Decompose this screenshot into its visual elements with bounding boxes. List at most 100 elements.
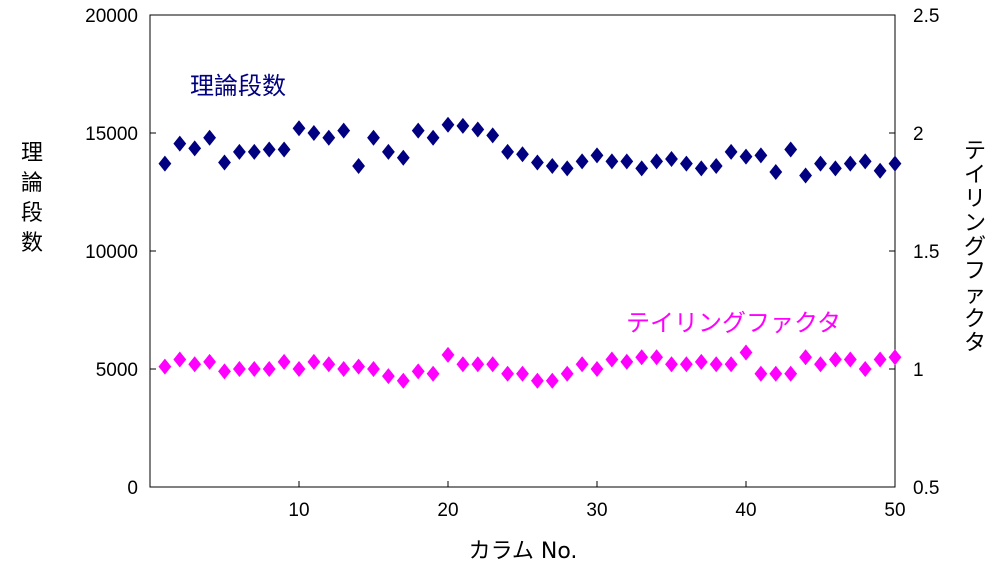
tailing-factor-point [858, 361, 872, 377]
tailing-factor-point [620, 353, 634, 370]
tailing-factor-point [337, 361, 351, 377]
theoretical-plates-point [158, 155, 172, 172]
x-tick-label: 20 [437, 500, 458, 521]
theoretical-plates-point [262, 141, 276, 158]
y-axis-left-title-char: 段 [21, 201, 43, 226]
theoretical-plates-point [411, 122, 425, 139]
tailing-factor-point [769, 365, 783, 382]
tailing-factor-point [441, 346, 455, 363]
tailing-factor-point [456, 356, 470, 373]
theoretical-plates-point [501, 143, 514, 160]
tailing-factor-point [233, 361, 246, 377]
y-axis-left-title-char: 論 [21, 171, 43, 196]
theoretical-plates-point [680, 155, 693, 172]
tailing-factor-point [799, 349, 812, 366]
tailing-factor-point [739, 344, 753, 361]
theoretical-plates-point [575, 153, 589, 170]
tailing-factor-point [486, 356, 500, 373]
theoretical-plates-point [516, 146, 529, 163]
theoretical-plates-point [635, 160, 649, 177]
x-tick-label: 50 [884, 500, 905, 521]
theoretical-plates-point [367, 129, 380, 146]
tailing-factor-point [635, 349, 649, 366]
x-axis-title: カラム No. [469, 539, 578, 564]
y-axis-right-title-char: テ [964, 139, 986, 164]
y-axis-right-title-char: ァ [964, 283, 986, 308]
tailing-factor-point [277, 353, 291, 370]
theoretical-plates-point [784, 141, 798, 158]
y-left-tick-label: 5000 [96, 360, 138, 381]
tailing-factor-point [873, 351, 887, 368]
theoretical-plates-point [531, 154, 544, 171]
theoretical-plates-point [322, 129, 336, 146]
y-axis-right-title-char: ク [964, 307, 986, 332]
tailing-factor-point [516, 365, 529, 382]
tailing-factor-point [531, 372, 544, 389]
tailing-factor-point [322, 356, 336, 373]
y-left-tick-label: 15000 [85, 124, 138, 145]
y-left-tick-label: 10000 [85, 242, 138, 263]
tailing-factor-point [575, 356, 589, 373]
theoretical-plates-point [873, 162, 887, 179]
tailing-factor-point [382, 368, 395, 385]
theoretical-plates-point [426, 129, 440, 146]
series-label-tailing-factor: テイリングファクタ [626, 309, 841, 337]
tailing-factor-point [307, 353, 321, 370]
tailing-factor-point [218, 363, 231, 380]
theoretical-plates-point [620, 153, 634, 170]
y-right-tick-label: 1 [913, 360, 924, 381]
theoretical-plates-point [560, 160, 574, 177]
tailing-factor-point [814, 356, 827, 373]
tailing-factor-point [426, 365, 440, 382]
theoretical-plates-point [486, 127, 500, 144]
tailing-factor-point [709, 356, 723, 373]
theoretical-plates-point [218, 154, 231, 171]
y-axis-left-title: 理論段数 [21, 141, 43, 256]
tailing-factor-point [188, 356, 202, 373]
tailing-factor-point [724, 356, 738, 373]
theoretical-plates-point [769, 163, 783, 180]
theoretical-plates-point [724, 143, 738, 160]
theoretical-plates-point [352, 158, 365, 175]
theoretical-plates-point [471, 121, 485, 138]
tailing-factor-point [501, 365, 514, 382]
theoretical-plates-point [814, 155, 827, 172]
theoretical-plates-point [799, 167, 812, 184]
y-left-tick-label: 20000 [85, 6, 138, 27]
tailing-factor-point [352, 358, 365, 375]
theoretical-plates-point [605, 153, 619, 170]
tailing-factor-point [650, 349, 663, 366]
x-tick-label: 10 [288, 500, 309, 521]
y-axis-right-title-char: フ [964, 259, 986, 284]
y-axis-right-title: テイリングファクタ [964, 139, 986, 356]
tailing-factor-point [665, 356, 678, 373]
tick-marks [150, 14, 896, 488]
theoretical-plates-point [694, 160, 708, 177]
data-points [158, 116, 902, 389]
theoretical-plates-point [277, 141, 291, 158]
tailing-factor-point [247, 361, 261, 377]
theoretical-plates-point [233, 143, 246, 160]
theoretical-plates-point [188, 140, 202, 157]
y-left-tick-label: 0 [127, 478, 138, 499]
tailing-factor-point [829, 351, 842, 368]
theoretical-plates-point [739, 148, 753, 165]
theoretical-plates-point [709, 158, 723, 175]
series-label-theoretical-plates: 理論段数 [190, 72, 286, 100]
theoretical-plates-point [292, 120, 306, 137]
y-right-tick-label: 2 [913, 124, 924, 145]
theoretical-plates-point [843, 155, 857, 172]
tailing-factor-point [754, 365, 768, 382]
x-tick-label: 30 [586, 500, 607, 521]
tailing-factor-point [396, 372, 410, 389]
theoretical-plates-point [307, 125, 321, 141]
theoretical-plates-point [441, 116, 455, 133]
x-tick-label: 40 [735, 500, 756, 521]
y-axis-right-title-char: リ [964, 187, 986, 212]
tailing-factor-point [888, 349, 902, 366]
tailing-factor-point [262, 361, 276, 377]
y-axis-left-title-char: 理 [21, 141, 43, 166]
tailing-factor-point [173, 351, 187, 368]
tailing-factor-point [843, 351, 857, 368]
